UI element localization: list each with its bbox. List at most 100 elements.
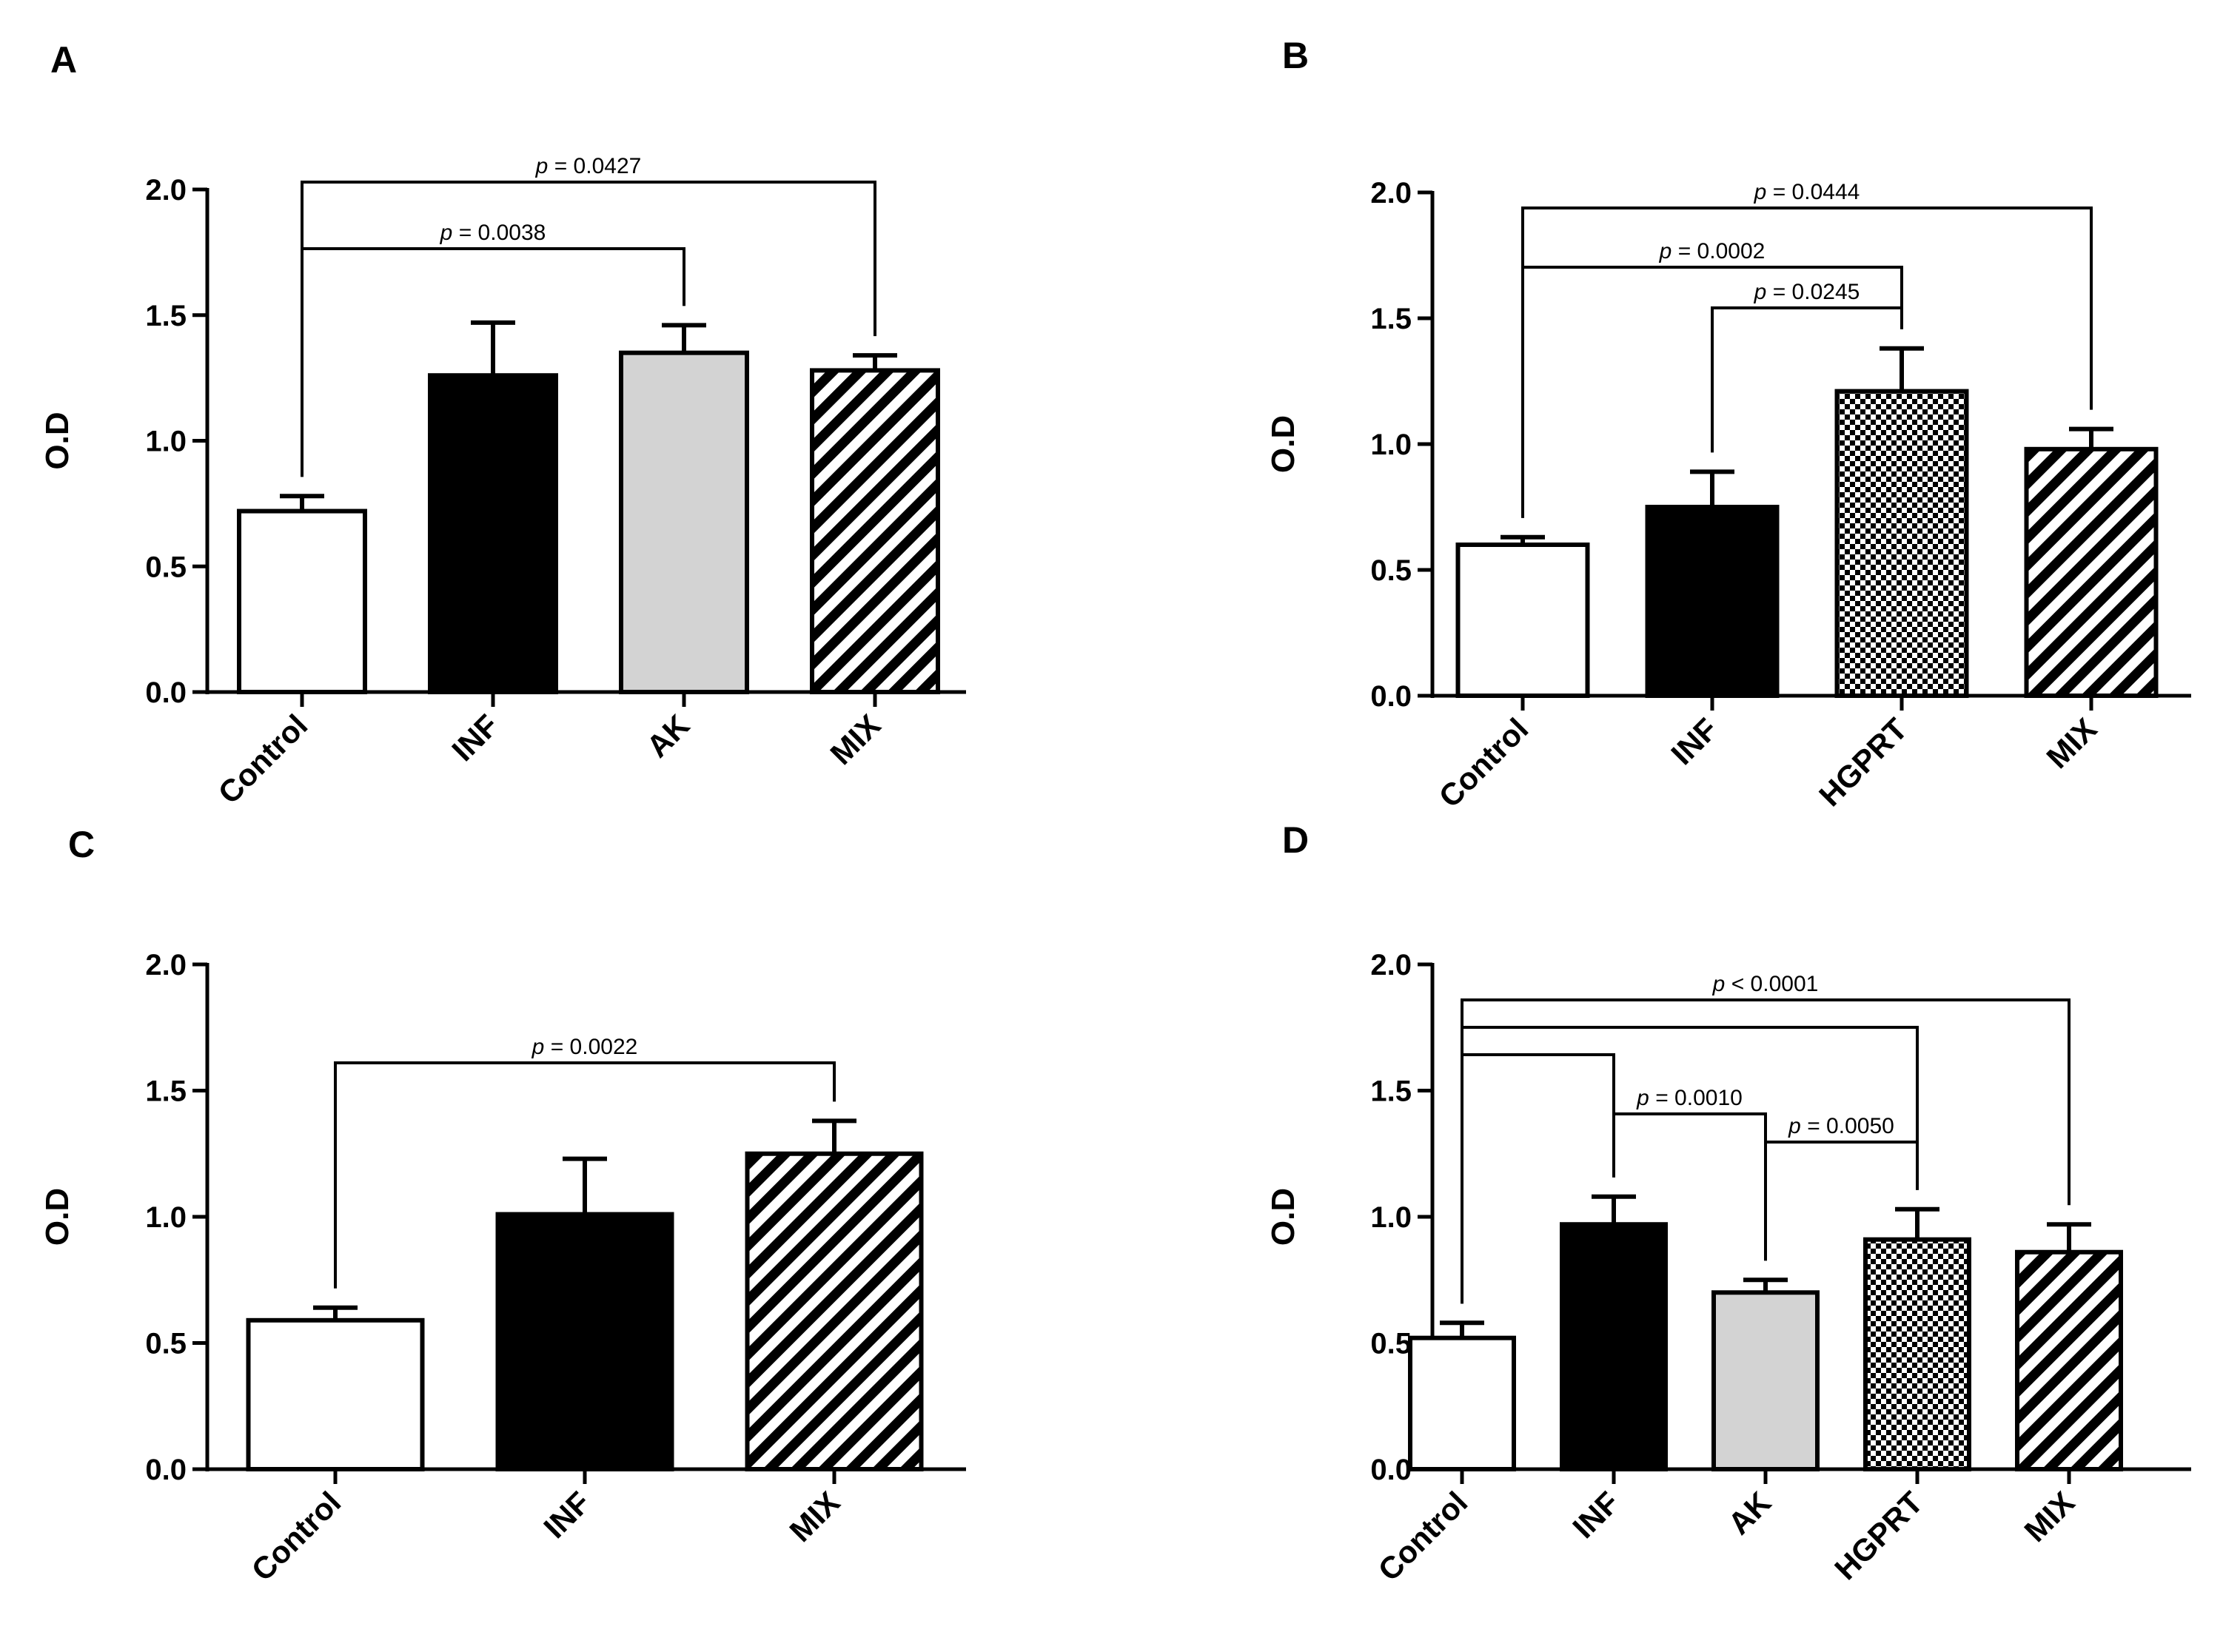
- panel-d: D 0.0 0.5 1.0 1.5 2.0 O.D Control INF AK HGPRT MIX p…: [1265, 819, 2191, 1588]
- p-value-text: = 0.0444: [1766, 180, 1860, 204]
- significance-bracket: [301, 181, 876, 477]
- p-symbol: p: [1659, 239, 1672, 263]
- category-label: HGPRT: [1812, 711, 1914, 813]
- significance-bracket: [1461, 1026, 1919, 1304]
- bar-mix: [745, 1151, 924, 1471]
- category-label: INF: [445, 708, 505, 768]
- p-value-text: = 0.0038: [452, 221, 546, 245]
- bar-ak: [619, 350, 749, 694]
- significance-bracket: [1521, 206, 2093, 518]
- y-tick-label: 0.0: [145, 1454, 187, 1486]
- category-label: MIX: [2039, 711, 2103, 775]
- category-label: INF: [1566, 1485, 1626, 1545]
- y-axis-title: O.D: [1265, 415, 1301, 473]
- y-tick-label: 2.0: [145, 949, 187, 981]
- y-tick-label: 1.0: [1370, 429, 1412, 461]
- y-tick-label: 1.0: [145, 426, 187, 458]
- y-tick-label: 0.5: [1370, 1328, 1412, 1360]
- p-value-label: p = 0.0010: [1636, 1086, 1743, 1110]
- p-symbol: p: [1754, 180, 1767, 204]
- p-value-label: p = 0.0038: [440, 221, 546, 245]
- significance-bracket: [301, 247, 685, 477]
- category-label: HGPRT: [1828, 1485, 1929, 1586]
- y-tick-label: 0.5: [145, 551, 187, 583]
- p-value-text: = 0.0245: [1766, 280, 1860, 304]
- bar-inf: [495, 1212, 674, 1471]
- y-tick-label: 0.5: [1370, 554, 1412, 587]
- p-symbol: p: [535, 154, 549, 178]
- p-value-text: = 0.0050: [1801, 1114, 1894, 1138]
- y-tick-label: 1.0: [1370, 1201, 1412, 1234]
- y-tick-label: 1.5: [1370, 303, 1412, 335]
- panel-letter: D: [1282, 819, 1309, 861]
- bar-mix: [810, 368, 940, 694]
- bar-ak: [1711, 1290, 1820, 1472]
- p-symbol: p: [440, 221, 453, 245]
- p-symbol: p: [1712, 972, 1726, 996]
- y-tick-label: 2.0: [145, 174, 187, 206]
- p-value-text: = 0.0022: [544, 1035, 637, 1059]
- y-tick-label: 1.5: [1370, 1075, 1412, 1108]
- category-label: INF: [537, 1485, 597, 1545]
- bar-mix: [2024, 446, 2159, 698]
- y-tick-label: 0.0: [145, 676, 187, 709]
- p-value-label: p = 0.0022: [532, 1035, 638, 1059]
- p-value-label: p = 0.0444: [1754, 180, 1860, 204]
- panel-a: A 0.0 0.5 1.0 1.5 2.0 O.D Control INF AK MIX p = 0.…: [39, 39, 966, 810]
- p-value-label: p = 0.0050: [1788, 1114, 1894, 1138]
- p-symbol: p: [1636, 1086, 1649, 1110]
- panel-letter: B: [1282, 35, 1309, 76]
- p-value-label: p = 0.0427: [535, 154, 642, 178]
- y-axis-title: O.D: [39, 412, 76, 469]
- panel-letter: C: [68, 824, 95, 865]
- p-symbol: p: [1754, 280, 1767, 304]
- significance-bracket: [1711, 306, 1903, 453]
- y-tick-label: 2.0: [1370, 949, 1412, 981]
- p-symbol: p: [1788, 1114, 1801, 1138]
- category-label: MIX: [2017, 1485, 2081, 1548]
- y-tick-label: 0.0: [1370, 680, 1412, 713]
- panel-c: C 0.0 0.5 1.0 1.5 2.0 O.D Control INF MIX p = 0.00…: [39, 824, 966, 1588]
- y-tick-label: 1.5: [145, 300, 187, 332]
- category-label: AK: [640, 708, 696, 764]
- y-tick-label: 0.5: [145, 1328, 187, 1360]
- y-tick-label: 2.0: [1370, 177, 1412, 209]
- bar-hgprt: [1863, 1237, 1971, 1471]
- category-label: Control: [245, 1485, 348, 1588]
- p-value-text: < 0.0001: [1725, 972, 1818, 996]
- significance-bracket: [1521, 266, 1903, 518]
- bar-mix: [2015, 1249, 2123, 1471]
- bar-control: [246, 1317, 425, 1472]
- p-value-label: p = 0.0245: [1754, 280, 1860, 304]
- category-label: Control: [1432, 711, 1535, 814]
- p-value-text: = 0.0010: [1649, 1086, 1743, 1110]
- bar-inf: [428, 373, 558, 694]
- bar-control: [237, 508, 367, 694]
- category-label: AK: [1721, 1485, 1777, 1541]
- y-tick-label: 0.0: [1370, 1454, 1412, 1486]
- bar-control: [1408, 1335, 1516, 1472]
- bar-inf: [1560, 1222, 1668, 1471]
- p-value-label: p < 0.0001: [1712, 972, 1819, 996]
- p-value-text: = 0.0427: [548, 154, 641, 178]
- y-axis-title: O.D: [1265, 1188, 1301, 1246]
- p-value-label: p = 0.0002: [1659, 239, 1766, 263]
- p-symbol: p: [532, 1035, 545, 1059]
- bar-hgprt: [1834, 389, 1969, 698]
- category-label: Control: [1372, 1485, 1475, 1588]
- bar-inf: [1645, 505, 1780, 698]
- y-axis-title: O.D: [39, 1188, 76, 1246]
- significance-bracket: [334, 1061, 836, 1289]
- significance-bracket: [1764, 1141, 1919, 1261]
- y-tick-label: 1.5: [145, 1075, 187, 1108]
- p-value-text: = 0.0002: [1672, 239, 1765, 263]
- panel-letter: A: [50, 39, 77, 81]
- bar-control: [1455, 543, 1590, 698]
- category-label: Control: [212, 708, 315, 810]
- panel-b: B 0.0 0.5 1.0 1.5 2.0 O.D Control INF HGPRT MIX p =…: [1265, 35, 2191, 814]
- category-label: MIX: [823, 708, 887, 771]
- category-label: MIX: [782, 1485, 846, 1548]
- y-tick-label: 1.0: [145, 1201, 187, 1234]
- category-label: INF: [1664, 711, 1724, 771]
